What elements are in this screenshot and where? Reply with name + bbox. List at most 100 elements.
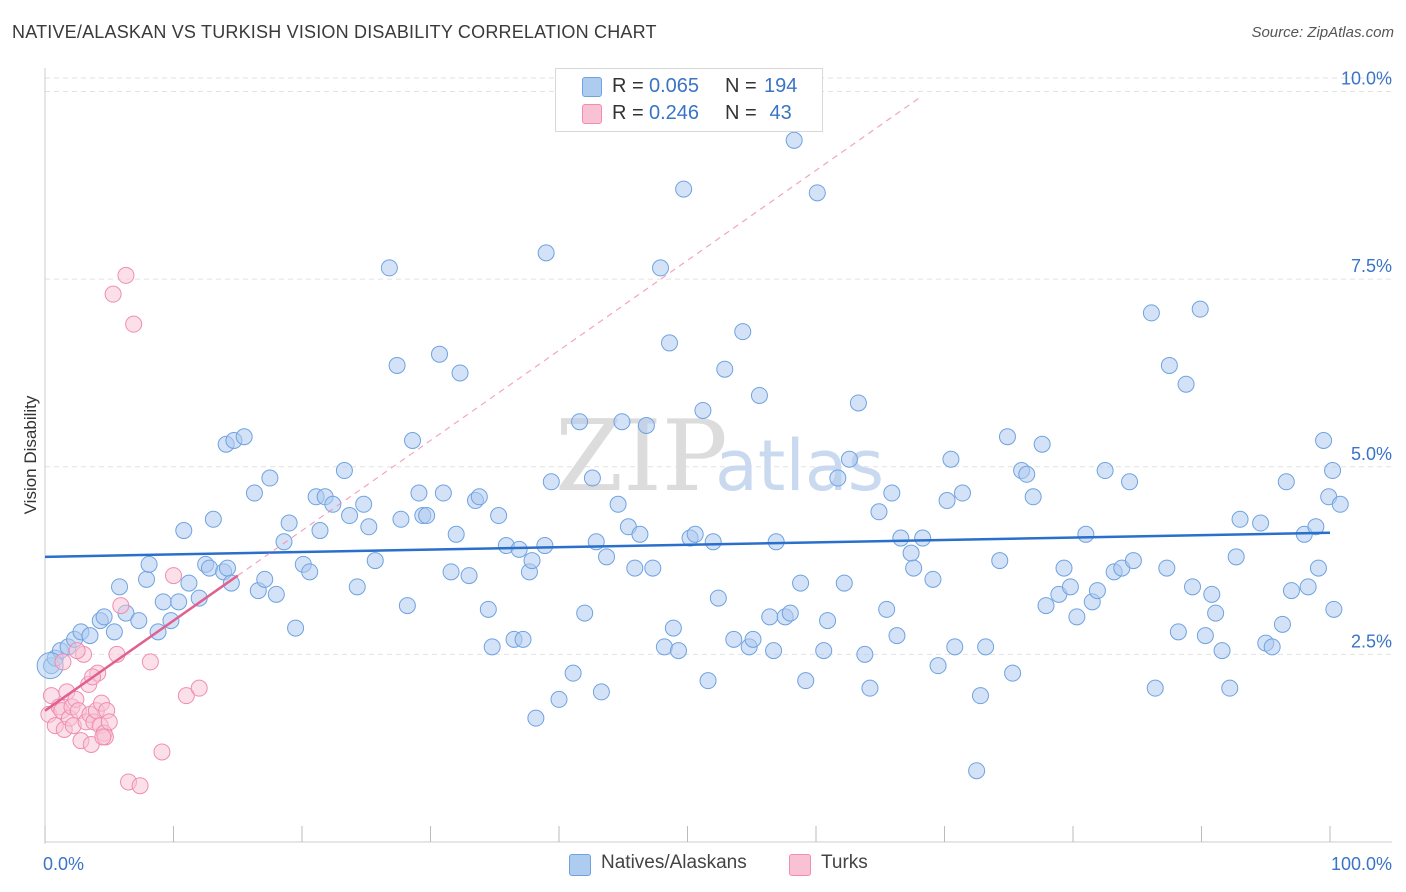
y-axis-label: Vision Disability (21, 395, 40, 514)
legend-n-value: 194 (764, 75, 798, 97)
natives-point (1184, 578, 1202, 596)
natives-point (946, 638, 964, 656)
natives-point (942, 450, 960, 468)
natives-point (1213, 642, 1231, 660)
natives-point (111, 578, 129, 596)
natives-point (235, 428, 253, 446)
legend-n-value: 43 (764, 102, 792, 124)
natives-point (1077, 525, 1095, 543)
natives-point (261, 469, 279, 487)
turks-point (54, 653, 72, 671)
natives-point (479, 600, 497, 618)
natives-point (1033, 435, 1051, 453)
natives-point (355, 495, 373, 513)
natives-point (1231, 510, 1249, 528)
natives-point (170, 593, 188, 611)
legend-r-label: R = (612, 75, 650, 97)
natives-point (1277, 473, 1295, 491)
bottom-legend-swatch-turks (789, 854, 811, 876)
natives-point (1088, 582, 1106, 600)
natives-point (888, 627, 906, 645)
natives-point (341, 507, 359, 525)
turks-point (125, 315, 143, 333)
natives-point (418, 507, 436, 525)
natives-point (460, 567, 478, 585)
natives-point (626, 559, 644, 577)
x-tick-label-max: 100.0% (1331, 854, 1392, 874)
natives-point (1227, 548, 1245, 566)
natives-point (840, 450, 858, 468)
natives-point (1142, 304, 1160, 322)
natives-point (1191, 300, 1209, 318)
natives-point (1061, 578, 1079, 596)
natives-point (1177, 375, 1195, 393)
y-tick-label: 5.0% (1351, 444, 1392, 464)
turks-point (100, 713, 118, 731)
turks-point (177, 687, 195, 705)
natives-point (245, 484, 263, 502)
natives-point (527, 709, 545, 727)
natives-point (637, 416, 655, 434)
natives-point (523, 552, 541, 570)
natives-point (311, 522, 329, 540)
turks-point (190, 679, 208, 697)
natives-point (1160, 356, 1178, 374)
natives-point (613, 413, 631, 431)
natives-point (1004, 664, 1022, 682)
turks-point (141, 653, 159, 671)
natives-point (583, 469, 601, 487)
natives-point (953, 484, 971, 502)
natives-point (761, 608, 779, 626)
axes (44, 68, 1392, 844)
chart-title: NATIVE/ALASKAN VS TURKISH VISION DISABIL… (12, 22, 657, 42)
turks-point (94, 728, 112, 746)
y-tick-label: 2.5% (1351, 631, 1392, 651)
natives-point (222, 574, 240, 592)
natives-point (1203, 585, 1221, 603)
natives-point (675, 180, 693, 198)
natives-point (204, 510, 222, 528)
natives-point (348, 578, 366, 596)
natives-point (878, 600, 896, 618)
natives-point (709, 589, 727, 607)
natives-point (1124, 552, 1142, 570)
natives-point (550, 690, 568, 708)
legend-r-label: R = (612, 102, 650, 124)
y-tick-label: 7.5% (1351, 256, 1392, 276)
natives-point (301, 563, 319, 581)
natives-point (434, 484, 452, 502)
natives-point (275, 533, 293, 551)
natives-point (1263, 638, 1281, 656)
natives-point (835, 574, 853, 592)
natives-point (661, 334, 679, 352)
natives-point (744, 630, 762, 648)
natives-point (267, 585, 285, 603)
natives-point (542, 473, 560, 491)
natives-point (1282, 582, 1300, 600)
x-tick-label-min: 0.0% (43, 854, 84, 874)
turks-point (153, 743, 171, 761)
natives-point (686, 525, 704, 543)
trend-lines (44, 97, 1331, 712)
legend-n-label: N = (725, 75, 763, 97)
natives-point (652, 259, 670, 277)
turks-trend-extension (237, 97, 920, 577)
natives-point (1196, 627, 1214, 645)
natives-point (1324, 462, 1342, 480)
natives-point (914, 529, 932, 547)
natives-point (734, 323, 752, 341)
natives-point (815, 642, 833, 660)
legend-r-value: 0.246 (649, 102, 700, 124)
natives-point (785, 131, 803, 149)
natives-point (1037, 597, 1055, 615)
natives-point (470, 488, 488, 506)
natives-point (856, 645, 874, 663)
natives-point (490, 507, 508, 525)
natives-point (287, 619, 305, 637)
natives-point (1158, 559, 1176, 577)
natives-point (892, 529, 910, 547)
natives-point (1146, 679, 1164, 697)
natives-point (644, 559, 662, 577)
natives-point (750, 386, 768, 404)
natives-point (670, 642, 688, 660)
